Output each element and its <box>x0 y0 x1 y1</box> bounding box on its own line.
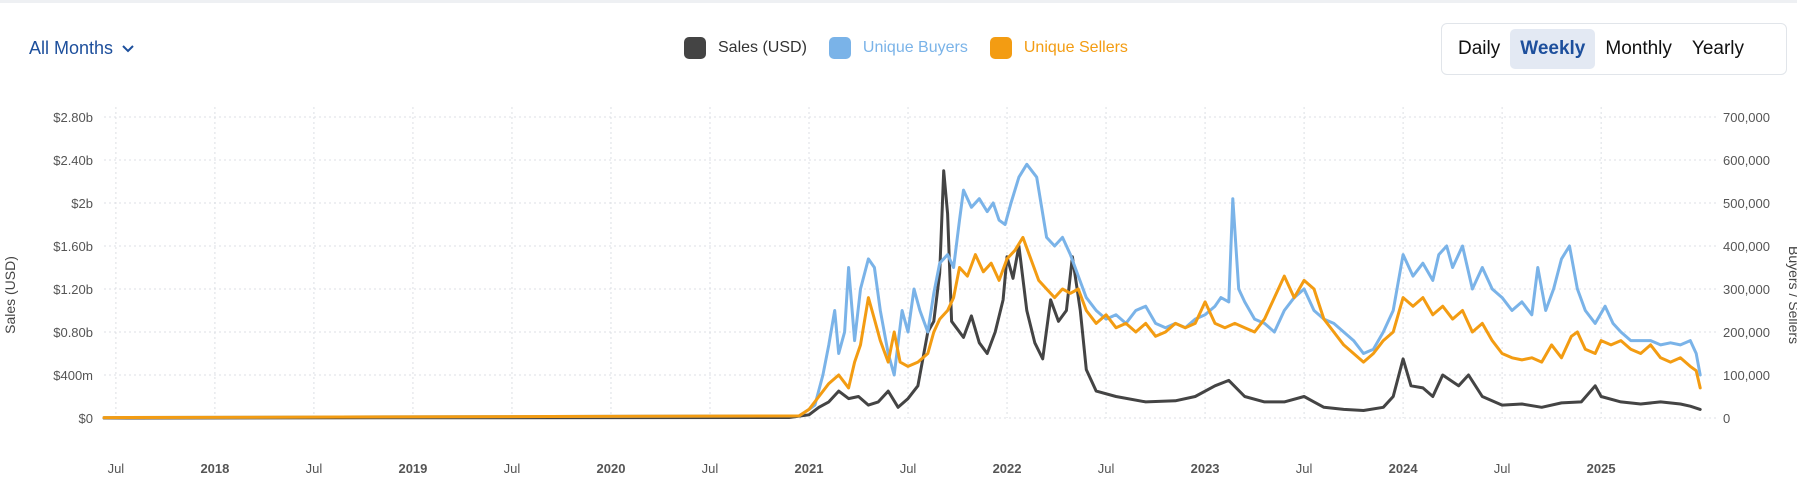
months-dropdown[interactable]: All Months <box>29 38 135 59</box>
y-tick-label-left: $2b <box>71 196 93 211</box>
legend-swatch-buyers <box>828 37 851 59</box>
legend-item-sellers[interactable]: Unique Sellers <box>989 37 1128 59</box>
y-tick-label-right: 600,000 <box>1723 153 1770 168</box>
legend-item-buyers[interactable]: Unique Buyers <box>828 37 968 59</box>
x-tick-label: 2018 <box>200 461 229 476</box>
y-tick-label-left: $0.80b <box>53 325 93 340</box>
y-tick-label-right: 100,000 <box>1723 368 1770 383</box>
period-weekly-button[interactable]: Weekly <box>1510 29 1596 69</box>
months-dropdown-label: All Months <box>29 38 114 58</box>
x-tick-label: Jul <box>1098 461 1115 476</box>
x-tick-label: 2024 <box>1389 461 1419 476</box>
x-tick-label: Jul <box>306 461 323 476</box>
series-line-sellers <box>102 235 1702 420</box>
y-tick-label-left: $400m <box>53 368 93 383</box>
legend-label-buyers: Unique Buyers <box>862 39 968 56</box>
x-tick-label: 2020 <box>597 461 626 476</box>
y-tick-label-left: $2.80b <box>53 110 93 125</box>
y-axis-left-title: Sales (USD) <box>2 256 18 334</box>
y-tick-label-right: 0 <box>1723 411 1730 426</box>
series-line-sales <box>102 169 1702 420</box>
x-tick-label: 2023 <box>1191 461 1220 476</box>
y-tick-label-left: $2.40b <box>53 153 93 168</box>
x-tick-label: Jul <box>1296 461 1313 476</box>
chart-legend: Sales (USD) Unique Buyers Unique Sellers <box>684 37 1128 59</box>
chart-grid <box>104 107 1716 419</box>
x-tick-label: 2022 <box>993 461 1022 476</box>
y-tick-label-right: 300,000 <box>1723 282 1770 297</box>
legend-swatch-sales <box>684 37 706 59</box>
y-tick-label-left: $1.20b <box>53 282 93 297</box>
y-tick-label-right: 400,000 <box>1723 239 1770 254</box>
x-tick-label: Jul <box>702 461 719 476</box>
y-tick-label-left: $0 <box>79 411 93 426</box>
y-tick-label-right: 200,000 <box>1723 325 1770 340</box>
chevron-down-icon <box>122 44 134 52</box>
top-border <box>0 0 1797 3</box>
y-tick-label-right: 500,000 <box>1723 196 1770 211</box>
chart-lines <box>102 162 1702 420</box>
x-tick-label: Jul <box>504 461 521 476</box>
x-tick-label: 2019 <box>398 461 427 476</box>
y-axis-right-title: Buyers / Sellers <box>1786 246 1797 344</box>
series-line-buyers <box>102 162 1702 420</box>
x-tick-label: Jul <box>900 461 917 476</box>
legend-item-sales[interactable]: Sales (USD) <box>684 37 807 59</box>
x-tick-label: 2021 <box>795 461 824 476</box>
legend-label-sellers: Unique Sellers <box>1023 39 1128 56</box>
period-monthly-button[interactable]: Monthly <box>1605 38 1672 59</box>
chart-axes: $0 $400m $0.80b $1.20b $1.60b $2b $2.40b $2.80b… <box>53 110 1770 476</box>
x-tick-label: 2025 <box>1587 461 1616 476</box>
period-selector: Daily Weekly Monthly Yearly <box>1441 23 1787 75</box>
y-tick-label-left: $1.60b <box>53 239 93 254</box>
legend-label-sales: Sales (USD) <box>718 39 807 56</box>
x-tick-label: Jul <box>108 461 125 476</box>
period-yearly-button[interactable]: Yearly <box>1691 38 1745 59</box>
period-daily-button[interactable]: Daily <box>1458 38 1501 59</box>
x-tick-label: Jul <box>1494 461 1511 476</box>
legend-swatch-sellers <box>989 37 1012 59</box>
y-tick-label-right: 700,000 <box>1723 110 1770 125</box>
